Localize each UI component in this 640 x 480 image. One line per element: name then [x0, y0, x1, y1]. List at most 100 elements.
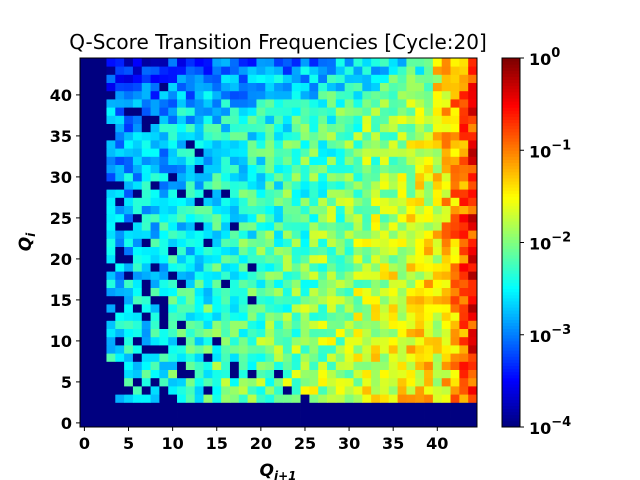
heatmap-cell — [150, 386, 160, 395]
heatmap-cell — [371, 131, 381, 141]
heatmap-cell — [124, 328, 134, 338]
heatmap-cell — [256, 246, 266, 256]
heatmap-cell — [97, 205, 107, 215]
heatmap-cell — [124, 254, 134, 264]
heatmap-cell — [450, 361, 460, 370]
heatmap-cell — [450, 230, 460, 239]
colorbar-band — [502, 417, 520, 422]
heatmap-cell — [344, 172, 354, 182]
heatmap-cell — [256, 148, 266, 157]
heatmap-cell — [132, 172, 143, 182]
heatmap-cell — [318, 377, 328, 387]
heatmap-cell — [177, 287, 187, 297]
heatmap-cell — [459, 386, 469, 395]
colorbar-band — [502, 251, 520, 256]
heatmap-cell — [335, 123, 346, 133]
heatmap-cell — [106, 123, 116, 133]
heatmap-cell — [132, 148, 143, 157]
heatmap-cell — [327, 394, 337, 403]
heatmap-cell — [97, 181, 107, 190]
heatmap-cell — [115, 172, 125, 182]
heatmap-cell — [265, 271, 275, 280]
heatmap-cell — [115, 312, 125, 321]
heatmap-cell — [353, 402, 363, 411]
heatmap-cell — [168, 320, 178, 329]
heatmap-cell — [424, 58, 434, 67]
heatmap-cell — [168, 140, 178, 149]
heatmap-cell — [468, 156, 478, 165]
heatmap-cell — [379, 222, 390, 231]
colorbar-band — [502, 168, 520, 173]
heatmap-cell — [379, 287, 390, 297]
heatmap-cell — [300, 328, 310, 338]
heatmap-cell — [309, 222, 319, 231]
heatmap-cell — [238, 402, 249, 411]
heatmap-cell — [238, 246, 249, 256]
heatmap-cell — [450, 312, 460, 321]
heatmap-cell — [221, 304, 231, 313]
heatmap-cell — [177, 394, 187, 403]
heatmap-cell — [441, 345, 451, 354]
heatmap-cell — [371, 99, 381, 108]
heatmap-cell — [159, 320, 169, 329]
heatmap-cell — [362, 82, 372, 92]
heatmap-cell — [415, 361, 425, 370]
heatmap-cell — [291, 369, 301, 379]
heatmap-cell — [141, 402, 151, 411]
heatmap-cell — [432, 230, 443, 239]
heatmap-cell — [468, 287, 478, 297]
heatmap-cell — [256, 279, 266, 288]
heatmap-cell — [397, 74, 407, 83]
heatmap-cell — [371, 74, 381, 83]
heatmap-cell — [309, 410, 319, 420]
heatmap-cell — [150, 213, 160, 223]
heatmap-cell — [141, 205, 151, 215]
heatmap-cell — [247, 369, 257, 379]
heatmap-cell — [203, 345, 213, 354]
heatmap-cell — [265, 287, 275, 297]
heatmap-cell — [441, 115, 451, 124]
heatmap-cell — [212, 66, 222, 75]
heatmap-cell — [450, 140, 460, 149]
heatmap-cell — [397, 336, 407, 346]
heatmap-cell — [371, 156, 381, 165]
heatmap-cell — [388, 369, 398, 379]
heatmap-cell — [265, 410, 275, 420]
heatmap-cell — [80, 82, 90, 92]
heatmap-cell — [300, 140, 310, 149]
heatmap-cell — [238, 418, 249, 428]
heatmap-cell — [309, 238, 319, 247]
colorbar-band — [502, 350, 520, 354]
heatmap-cell — [300, 123, 310, 133]
heatmap-cell — [406, 394, 416, 403]
heatmap-cell — [238, 254, 249, 264]
heatmap-cell — [124, 82, 134, 92]
heatmap-cell — [274, 402, 284, 411]
heatmap-cell — [432, 156, 443, 165]
heatmap-cell — [335, 238, 346, 247]
heatmap-cell — [247, 246, 257, 256]
heatmap-cell — [177, 99, 187, 108]
heatmap-cell — [177, 82, 187, 92]
heatmap-cell — [124, 148, 134, 157]
heatmap-cell — [362, 205, 372, 215]
heatmap-cell — [450, 74, 460, 83]
colorbar-band — [502, 408, 520, 413]
heatmap-cell — [177, 238, 187, 247]
heatmap-cell — [291, 230, 301, 239]
heatmap-cell — [344, 115, 354, 124]
heatmap-cell — [450, 295, 460, 305]
heatmap-cell — [397, 418, 407, 428]
heatmap-cell — [459, 230, 469, 239]
heatmap-cell — [450, 394, 460, 403]
colorbar-tick-label: 10−1 — [529, 138, 571, 161]
heatmap-cell — [371, 386, 381, 395]
heatmap-cell — [468, 222, 478, 231]
heatmap-cell — [212, 271, 222, 280]
heatmap-cell — [132, 353, 143, 362]
heatmap-cell — [229, 304, 240, 313]
colorbar-band — [502, 70, 520, 74]
heatmap-cell — [194, 99, 204, 108]
heatmap-cell — [97, 320, 107, 329]
heatmap-cell — [353, 263, 363, 272]
